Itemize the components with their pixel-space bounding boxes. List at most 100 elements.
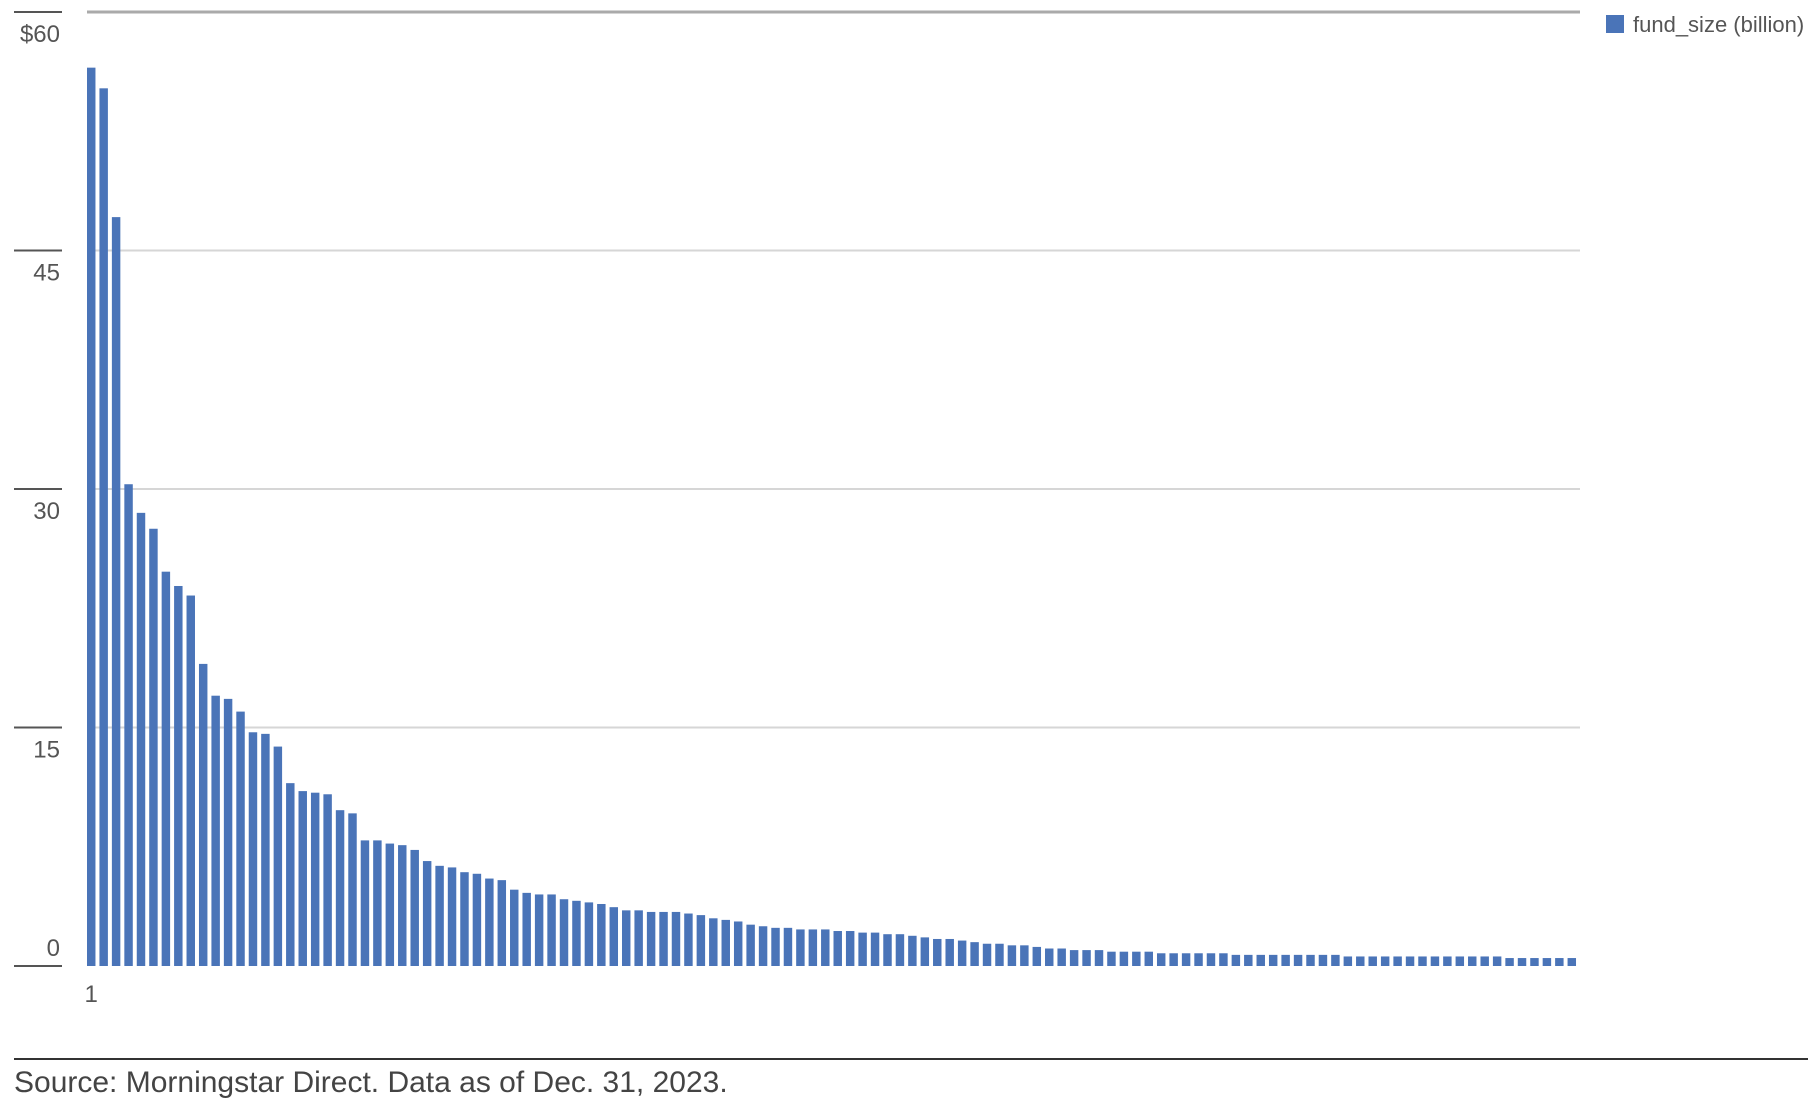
- bar: [223, 698, 233, 966]
- bar: [908, 935, 917, 966]
- bar: [149, 528, 158, 966]
- bar: [1020, 945, 1029, 966]
- y-tick-label: 15: [33, 737, 60, 764]
- bar: [335, 810, 345, 966]
- bar: [584, 902, 594, 966]
- bar: [1069, 950, 1079, 966]
- bar: [1331, 954, 1340, 966]
- bar: [945, 938, 954, 966]
- legend: fund_size (billion): [1606, 12, 1804, 37]
- bar: [646, 911, 656, 966]
- bar: [236, 711, 245, 966]
- y-tick-label: 45: [33, 260, 60, 287]
- bar: [1293, 954, 1303, 966]
- bar: [385, 843, 395, 966]
- bar: [920, 937, 930, 966]
- bar: [1094, 950, 1104, 966]
- bar-series: [87, 67, 1577, 967]
- bar: [1492, 956, 1502, 966]
- bar: [447, 867, 457, 966]
- bar: [684, 913, 693, 966]
- bar: [1219, 953, 1228, 966]
- bar: [410, 849, 419, 966]
- bar: [1393, 956, 1402, 966]
- bar: [796, 929, 805, 966]
- bar: [534, 894, 544, 966]
- bar: [248, 732, 258, 966]
- bar: [497, 880, 507, 966]
- bar: [398, 845, 407, 966]
- bar: [933, 938, 942, 966]
- legend-label: fund_size (billion): [1633, 12, 1804, 37]
- bar: [957, 940, 967, 966]
- bar: [310, 792, 320, 966]
- bar: [597, 903, 606, 966]
- bar: [982, 943, 992, 966]
- bar: [696, 915, 706, 966]
- bar: [1306, 954, 1315, 966]
- bar: [1206, 953, 1216, 966]
- bar: [895, 934, 905, 966]
- bar: [174, 585, 183, 966]
- bar: [870, 932, 880, 966]
- bar: [1244, 954, 1253, 966]
- bar: [1455, 956, 1465, 966]
- bar: [1194, 953, 1203, 966]
- bar: [1405, 956, 1415, 966]
- bar: [1443, 956, 1452, 966]
- bar: [758, 926, 768, 966]
- bar: [211, 695, 220, 966]
- bar: [771, 927, 780, 966]
- legend-swatch: [1606, 15, 1624, 33]
- bar: [1468, 956, 1477, 966]
- bar: [273, 746, 283, 966]
- bar: [522, 892, 531, 966]
- bar: [1082, 950, 1091, 966]
- bar: [1007, 945, 1017, 966]
- bar: [659, 911, 668, 966]
- bar: [1107, 951, 1116, 966]
- bar: [1542, 958, 1552, 966]
- x-tick-label: 1: [85, 981, 98, 1008]
- bar: [1144, 951, 1153, 966]
- bar: [572, 900, 581, 966]
- gridlines: [87, 10, 1580, 729]
- bar: [186, 595, 195, 966]
- bar: [198, 663, 208, 966]
- bar: [1156, 953, 1166, 966]
- y-tick-label: $60: [20, 21, 60, 48]
- bar: [111, 217, 121, 967]
- bar: [1169, 953, 1178, 966]
- bar: [1318, 954, 1328, 966]
- bar: [472, 873, 482, 966]
- bar: [833, 931, 842, 966]
- bar: [323, 794, 332, 966]
- bar: [559, 899, 569, 966]
- bar: [808, 929, 818, 966]
- bar: [883, 934, 892, 966]
- bar: [1430, 956, 1440, 966]
- bar: [1256, 954, 1265, 966]
- y-axis: $60 45 30 15 0: [14, 11, 62, 967]
- bar: [1505, 958, 1514, 966]
- bar: [1567, 958, 1577, 966]
- bar: [510, 889, 519, 966]
- bar: [99, 88, 108, 966]
- bar: [845, 931, 855, 966]
- bar: [373, 840, 382, 966]
- bar: [1418, 956, 1427, 966]
- bar: [1119, 951, 1129, 966]
- bar: [87, 67, 96, 966]
- bar: [460, 872, 469, 966]
- bar: [1281, 954, 1290, 966]
- bar: [1480, 956, 1489, 966]
- bar: [634, 910, 643, 966]
- bar: [621, 910, 631, 966]
- bar: [422, 861, 432, 966]
- bar: [1032, 946, 1042, 966]
- source-note: Source: Morningstar Direct. Data as of D…: [14, 1066, 728, 1099]
- bar: [348, 813, 357, 966]
- x-axis: 1: [85, 981, 98, 1008]
- bar: [1555, 958, 1564, 966]
- bar: [360, 840, 370, 966]
